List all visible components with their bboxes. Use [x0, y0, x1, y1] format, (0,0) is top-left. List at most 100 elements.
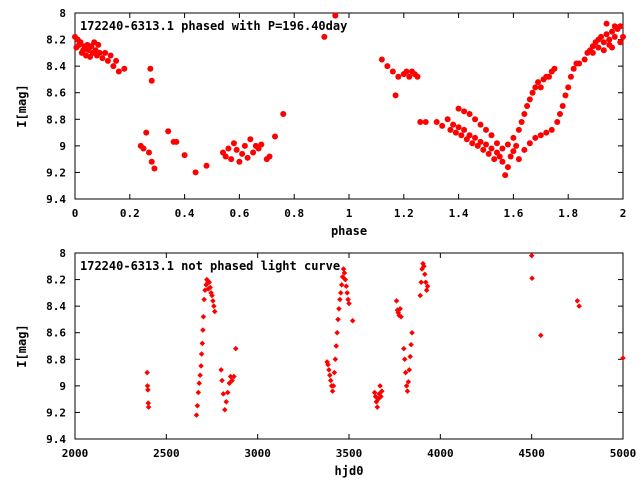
unphased-data-point — [201, 296, 207, 303]
phased-data-point — [389, 68, 396, 75]
unphased-data-point — [231, 373, 237, 380]
unphased-plot-title: 172240-6313.1 not phased light curve — [80, 259, 340, 273]
phased-data-point — [165, 128, 172, 135]
phased-data-point — [392, 92, 399, 99]
unphased-data-point — [145, 404, 152, 410]
phased-data-point — [403, 68, 410, 75]
phased-data-point — [532, 134, 539, 141]
unphased-data-point — [200, 314, 207, 320]
phased-y-tick-label: 9 — [59, 140, 66, 153]
phased-data-point — [422, 118, 429, 125]
phased-y-tick-label: 9.2 — [46, 166, 66, 179]
unphased-data-point — [401, 345, 407, 352]
phased-data-point — [321, 33, 328, 40]
phased-data-point — [513, 142, 520, 149]
phased-x-tick-label: 1.4 — [449, 207, 469, 220]
phased-data-point — [543, 129, 550, 136]
unphased-data-point — [338, 290, 344, 296]
phased-data-point — [417, 118, 424, 125]
unphased-data-point — [327, 377, 334, 384]
unphased-data-point — [423, 287, 430, 293]
unphased-data-point — [408, 341, 414, 348]
phased-data-point — [565, 84, 572, 91]
phased-data-point — [140, 145, 147, 152]
unphased-x-tick-label: 4000 — [427, 447, 454, 460]
unphased-plot-points — [144, 252, 626, 418]
phased-data-point — [480, 146, 487, 153]
phased-data-point — [600, 39, 607, 46]
unphased-x-tick-label: 2500 — [153, 447, 180, 460]
phased-y-tick-label: 8.4 — [46, 60, 66, 73]
phased-data-point — [266, 153, 273, 160]
phased-data-point — [556, 110, 563, 117]
unphased-data-point — [336, 306, 342, 312]
unphased-data-point — [529, 275, 535, 282]
phased-data-point — [433, 118, 440, 125]
unphased-data-point — [405, 379, 412, 385]
phased-data-point — [548, 126, 555, 133]
phased-data-point — [147, 65, 154, 72]
unphased-data-point — [331, 369, 338, 376]
unphased-data-point — [337, 296, 343, 303]
unphased-data-point — [620, 355, 626, 361]
unphased-y-tick-label: 8.4 — [46, 300, 66, 313]
phased-data-point — [609, 28, 616, 35]
phased-data-point — [455, 124, 462, 131]
phased-plot-title: 172240-6313.1 phased with P=196.40day — [80, 19, 347, 33]
phased-data-point — [567, 73, 574, 80]
unphased-plot-y-ticks: 8 8.2 8.4 8.6 8.8 9 9.2 9.4 — [46, 247, 623, 446]
phased-data-point — [576, 60, 583, 67]
phased-data-point — [477, 121, 484, 128]
phased-y-tick-label: 9.4 — [46, 193, 66, 206]
unphased-data-point — [210, 298, 216, 304]
phased-data-point — [444, 116, 451, 123]
phased-data-point — [173, 138, 180, 145]
phased-data-point — [378, 56, 385, 63]
unphased-data-point — [334, 329, 340, 336]
unphased-data-point — [374, 404, 381, 410]
phased-data-point — [239, 150, 246, 157]
phased-data-point — [483, 126, 489, 133]
phased-data-point — [598, 33, 605, 40]
phased-data-point — [96, 49, 103, 56]
unphased-data-point — [349, 317, 356, 324]
unphased-data-point — [406, 367, 413, 373]
phased-data-point — [603, 31, 610, 38]
unphased-data-point — [372, 393, 379, 400]
unphased-data-point — [375, 396, 381, 402]
phased-data-point — [510, 148, 517, 155]
unphased-x-tick-label: 2000 — [62, 447, 89, 460]
phased-data-point — [241, 142, 248, 149]
unphased-data-point — [218, 367, 224, 373]
phased-data-point — [225, 145, 232, 152]
phased-y-tick-label: 8.8 — [46, 113, 66, 126]
unphased-data-point — [393, 298, 400, 304]
unphased-data-point — [422, 279, 429, 285]
phased-data-point — [236, 158, 243, 165]
phased-data-point — [515, 126, 522, 133]
phased-data-point — [272, 133, 279, 140]
phased-data-point — [148, 77, 155, 84]
unphased-data-point — [343, 283, 350, 289]
unphased-data-point — [574, 298, 581, 304]
unphased-data-point — [326, 367, 332, 373]
unphased-data-point — [341, 270, 348, 276]
phased-data-point — [562, 92, 569, 99]
phased-data-point — [485, 150, 492, 157]
unphased-data-point — [344, 290, 350, 296]
phased-data-point — [581, 56, 588, 63]
phased-data-point — [384, 63, 391, 70]
phased-data-point — [537, 132, 544, 139]
phased-plot-x-ticks: 0 0.2 0.4 0.6 0.8 1 1.2 1.4 1.6 1.8 2 — [72, 13, 626, 220]
phased-data-point — [181, 152, 188, 159]
unphased-x-tick-label: 4500 — [518, 447, 545, 460]
unphased-data-point — [338, 282, 345, 288]
phased-data-point — [606, 36, 613, 43]
phased-data-point — [395, 73, 402, 80]
phased-x-tick-label: 1.6 — [503, 207, 523, 220]
phased-data-point — [466, 110, 473, 117]
phased-x-tick-label: 0 — [72, 207, 79, 220]
unphased-data-point — [211, 303, 217, 309]
phased-data-point — [499, 158, 506, 165]
phased-y-tick-label: 8.2 — [46, 34, 66, 47]
